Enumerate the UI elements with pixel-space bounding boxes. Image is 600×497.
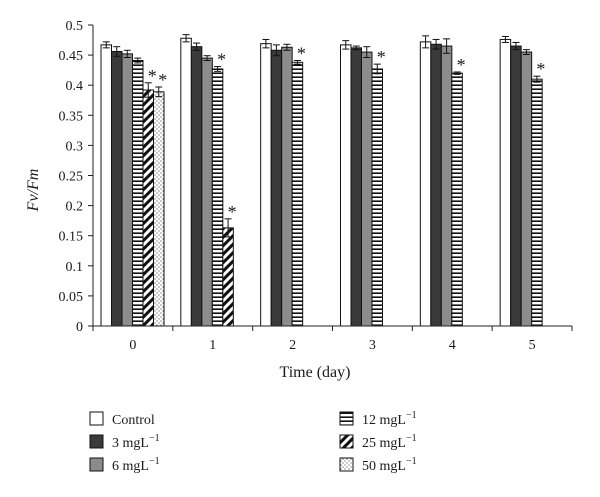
legend-item: 6 mgL−1: [89, 456, 160, 474]
x-tick-label: 4: [449, 338, 456, 353]
significance-marker: *: [297, 44, 306, 64]
significance-marker: *: [148, 66, 157, 86]
bar: [201, 57, 213, 327]
axes: 0 0.05 0.1 0.15 0.2 0.25 0.3 0.35 0.4 0.45 0.5 0 1 2 3…: [59, 19, 573, 353]
bar: [100, 44, 112, 327]
significance-marker: *: [228, 202, 237, 222]
legend-item: 3 mgL−1: [89, 433, 160, 451]
bar: [510, 45, 522, 327]
y-tick-label: 0.5: [66, 19, 84, 34]
plot-area: * **** * * *: [100, 34, 545, 327]
y-tick-label: 0.3: [66, 139, 84, 154]
legend-item: 50 mgL−1: [339, 456, 417, 474]
bar: [142, 89, 154, 327]
bar: [430, 43, 442, 327]
legend-label: Control: [112, 413, 155, 428]
bar: [180, 37, 192, 327]
legend-item: Control: [89, 411, 155, 428]
bar: [361, 51, 373, 327]
bar: [270, 49, 283, 327]
bar: [132, 60, 144, 327]
bar: [371, 68, 383, 327]
bar: [350, 47, 362, 327]
x-tick-label: 5: [529, 338, 536, 353]
bar: [531, 78, 543, 327]
bar: [121, 53, 133, 327]
legend-swatch: [89, 434, 104, 449]
bar: [260, 43, 272, 327]
bar: [281, 46, 293, 327]
y-tick-label: 0.25: [59, 170, 84, 185]
bar: [340, 44, 352, 327]
significance-marker: *: [377, 47, 386, 67]
bar: [190, 46, 203, 327]
legend-label: 6 mgL−1: [112, 456, 160, 474]
significance-marker: *: [158, 70, 167, 90]
legend-swatch: [339, 457, 354, 472]
bar: [520, 51, 533, 327]
x-tick-label: 2: [289, 338, 296, 353]
legend-item: 12 mgL−1: [339, 410, 417, 428]
legend-label: 25 mgL−1: [362, 433, 417, 451]
y-tick-label: 0.35: [59, 109, 84, 124]
x-tick-label: 3: [369, 338, 376, 353]
y-tick-label: 0.4: [66, 79, 84, 94]
x-axis-title: Time (day): [280, 364, 351, 381]
bar: [153, 91, 165, 327]
legend-item: 25 mgL−1: [339, 433, 417, 451]
x-tick-label: 0: [129, 338, 136, 353]
bar: [291, 61, 304, 327]
bar: [211, 68, 224, 327]
legend-label: 50 mgL−1: [362, 456, 417, 474]
y-tick-label: 0.45: [59, 49, 84, 64]
legend-swatch: [339, 411, 354, 426]
bar: [440, 45, 453, 327]
y-tick-label: 0.05: [59, 290, 84, 305]
legend-label: 12 mgL−1: [362, 410, 417, 428]
significance-marker: *: [457, 55, 466, 75]
significance-marker: *: [217, 50, 226, 70]
bar: [419, 41, 432, 327]
legend: Control 3 mgL−1 6 mgL−1 12 mgL−1 25 mgL−1 50 …: [89, 410, 417, 474]
legend-label: 3 mgL−1: [112, 433, 160, 451]
legend-swatch: [339, 434, 354, 449]
significance-marker: *: [536, 59, 545, 79]
y-tick-label: 0.2: [66, 200, 84, 215]
legend-swatch: [89, 457, 104, 472]
y-tick-label: 0: [76, 320, 83, 335]
y-tick-label: 0.15: [59, 230, 84, 245]
bar: [451, 72, 463, 327]
bar: [499, 38, 512, 327]
y-tick-label: 0.1: [66, 260, 84, 275]
x-tick-label: 1: [209, 338, 216, 353]
legend-swatch: [89, 411, 104, 426]
bar: [111, 50, 123, 327]
y-axis-title: Fv/Fm: [25, 169, 42, 213]
bar: [222, 227, 234, 327]
